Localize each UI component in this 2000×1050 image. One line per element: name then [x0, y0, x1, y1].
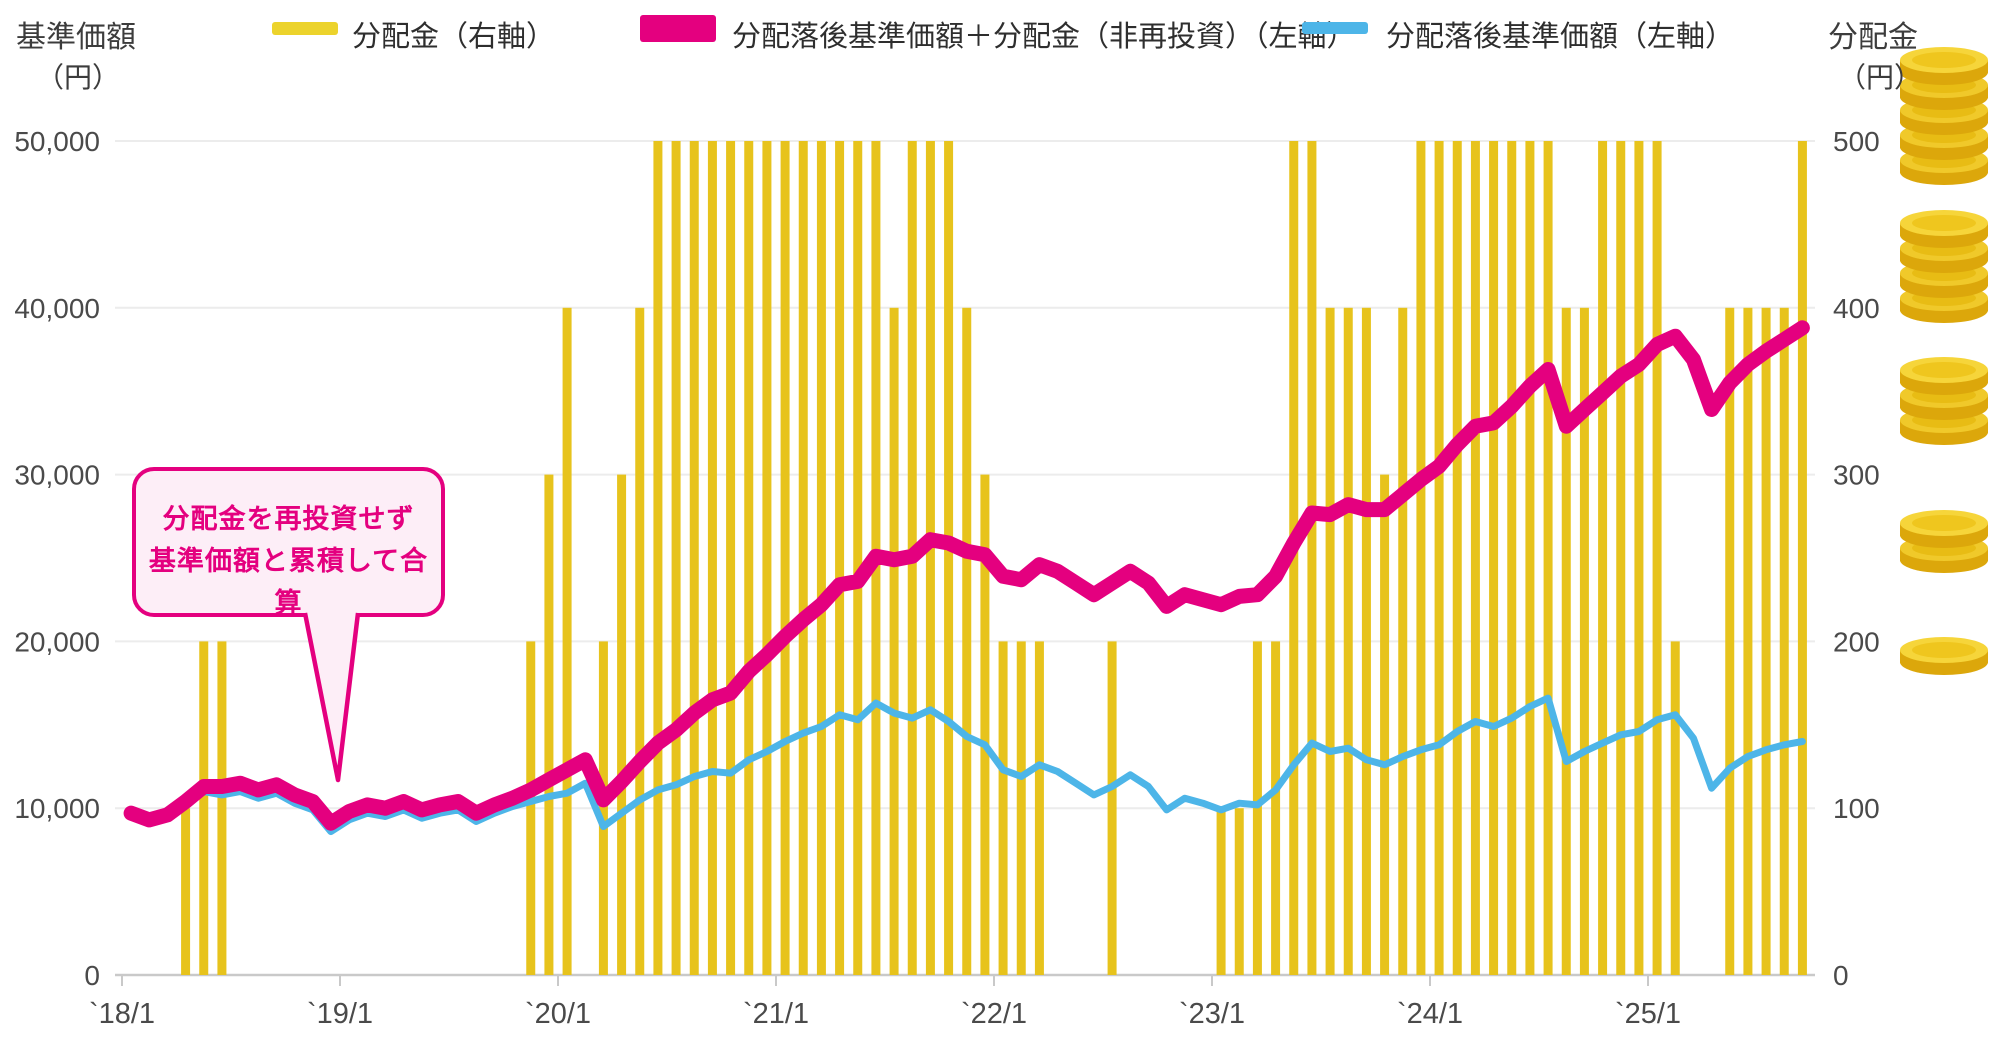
nav-plus-distribution-line — [123, 320, 1810, 831]
nav-plus-distribution-line-swatch-icon — [640, 15, 716, 42]
svg-text:0: 0 — [84, 960, 100, 991]
right-axis-title: 分配金 — [1828, 21, 1918, 54]
svg-text:`25/1: `25/1 — [1615, 998, 1681, 1030]
svg-text:40,000: 40,000 — [14, 293, 100, 324]
svg-text:`18/1: `18/1 — [89, 998, 155, 1030]
svg-text:10,000: 10,000 — [14, 793, 100, 824]
svg-text:0: 0 — [1833, 960, 1849, 991]
svg-text:`24/1: `24/1 — [1397, 998, 1463, 1030]
annotation-line2: 基準価額と累積して合算 — [148, 546, 429, 618]
annotation-callout: 分配金を再投資せず 基準価額と累積して合算 — [132, 467, 445, 618]
svg-text:`23/1: `23/1 — [1179, 998, 1245, 1030]
left-axis-unit: （円） — [36, 62, 121, 93]
annotation-line1: 分配金を再投資せず — [162, 504, 415, 534]
svg-text:20,000: 20,000 — [14, 626, 100, 657]
svg-text:500: 500 — [1833, 126, 1880, 157]
left-axis-title: 基準価額 — [16, 21, 136, 54]
svg-text:`19/1: `19/1 — [307, 998, 373, 1030]
coin-stack-icons — [1900, 47, 1988, 675]
nav-line-swatch-icon — [1302, 22, 1368, 34]
annotation-callout-tail — [302, 612, 361, 783]
legend-label-nav: 分配落後基準価額（左軸） — [1386, 21, 1735, 53]
svg-text:100: 100 — [1833, 793, 1880, 824]
right-axis-unit: （円） — [1838, 62, 1923, 93]
svg-text:300: 300 — [1833, 460, 1880, 491]
svg-text:30,000: 30,000 — [14, 460, 100, 491]
svg-text:`21/1: `21/1 — [743, 998, 809, 1030]
chart-legend: 分配金（右軸） 分配落後基準価額＋分配金（非再投資）（左軸） 分配落後基準価額（… — [0, 0, 2000, 60]
svg-text:`20/1: `20/1 — [525, 998, 591, 1030]
legend-label-nav-plus-distribution: 分配落後基準価額＋分配金（非再投資）（左軸） — [732, 21, 1356, 53]
y-axis-right-labels: 0 100 200 300 400 500 — [1833, 126, 1880, 991]
legend-label-distribution: 分配金（右軸） — [352, 21, 556, 53]
svg-text:`22/1: `22/1 — [961, 998, 1027, 1030]
svg-text:200: 200 — [1833, 626, 1880, 657]
nav-line — [127, 694, 1806, 836]
distribution-bar-swatch-icon — [272, 22, 338, 35]
y-axis-left-labels: 0 10,000 20,000 30,000 40,000 50,000 — [14, 126, 100, 991]
x-axis-ticks: `18/1 `19/1 `20/1 `21/1 `22/1 `23/1 `24/1 `25/1 — [89, 975, 1681, 1030]
svg-text:50,000: 50,000 — [14, 126, 100, 157]
svg-text:400: 400 — [1833, 293, 1880, 324]
